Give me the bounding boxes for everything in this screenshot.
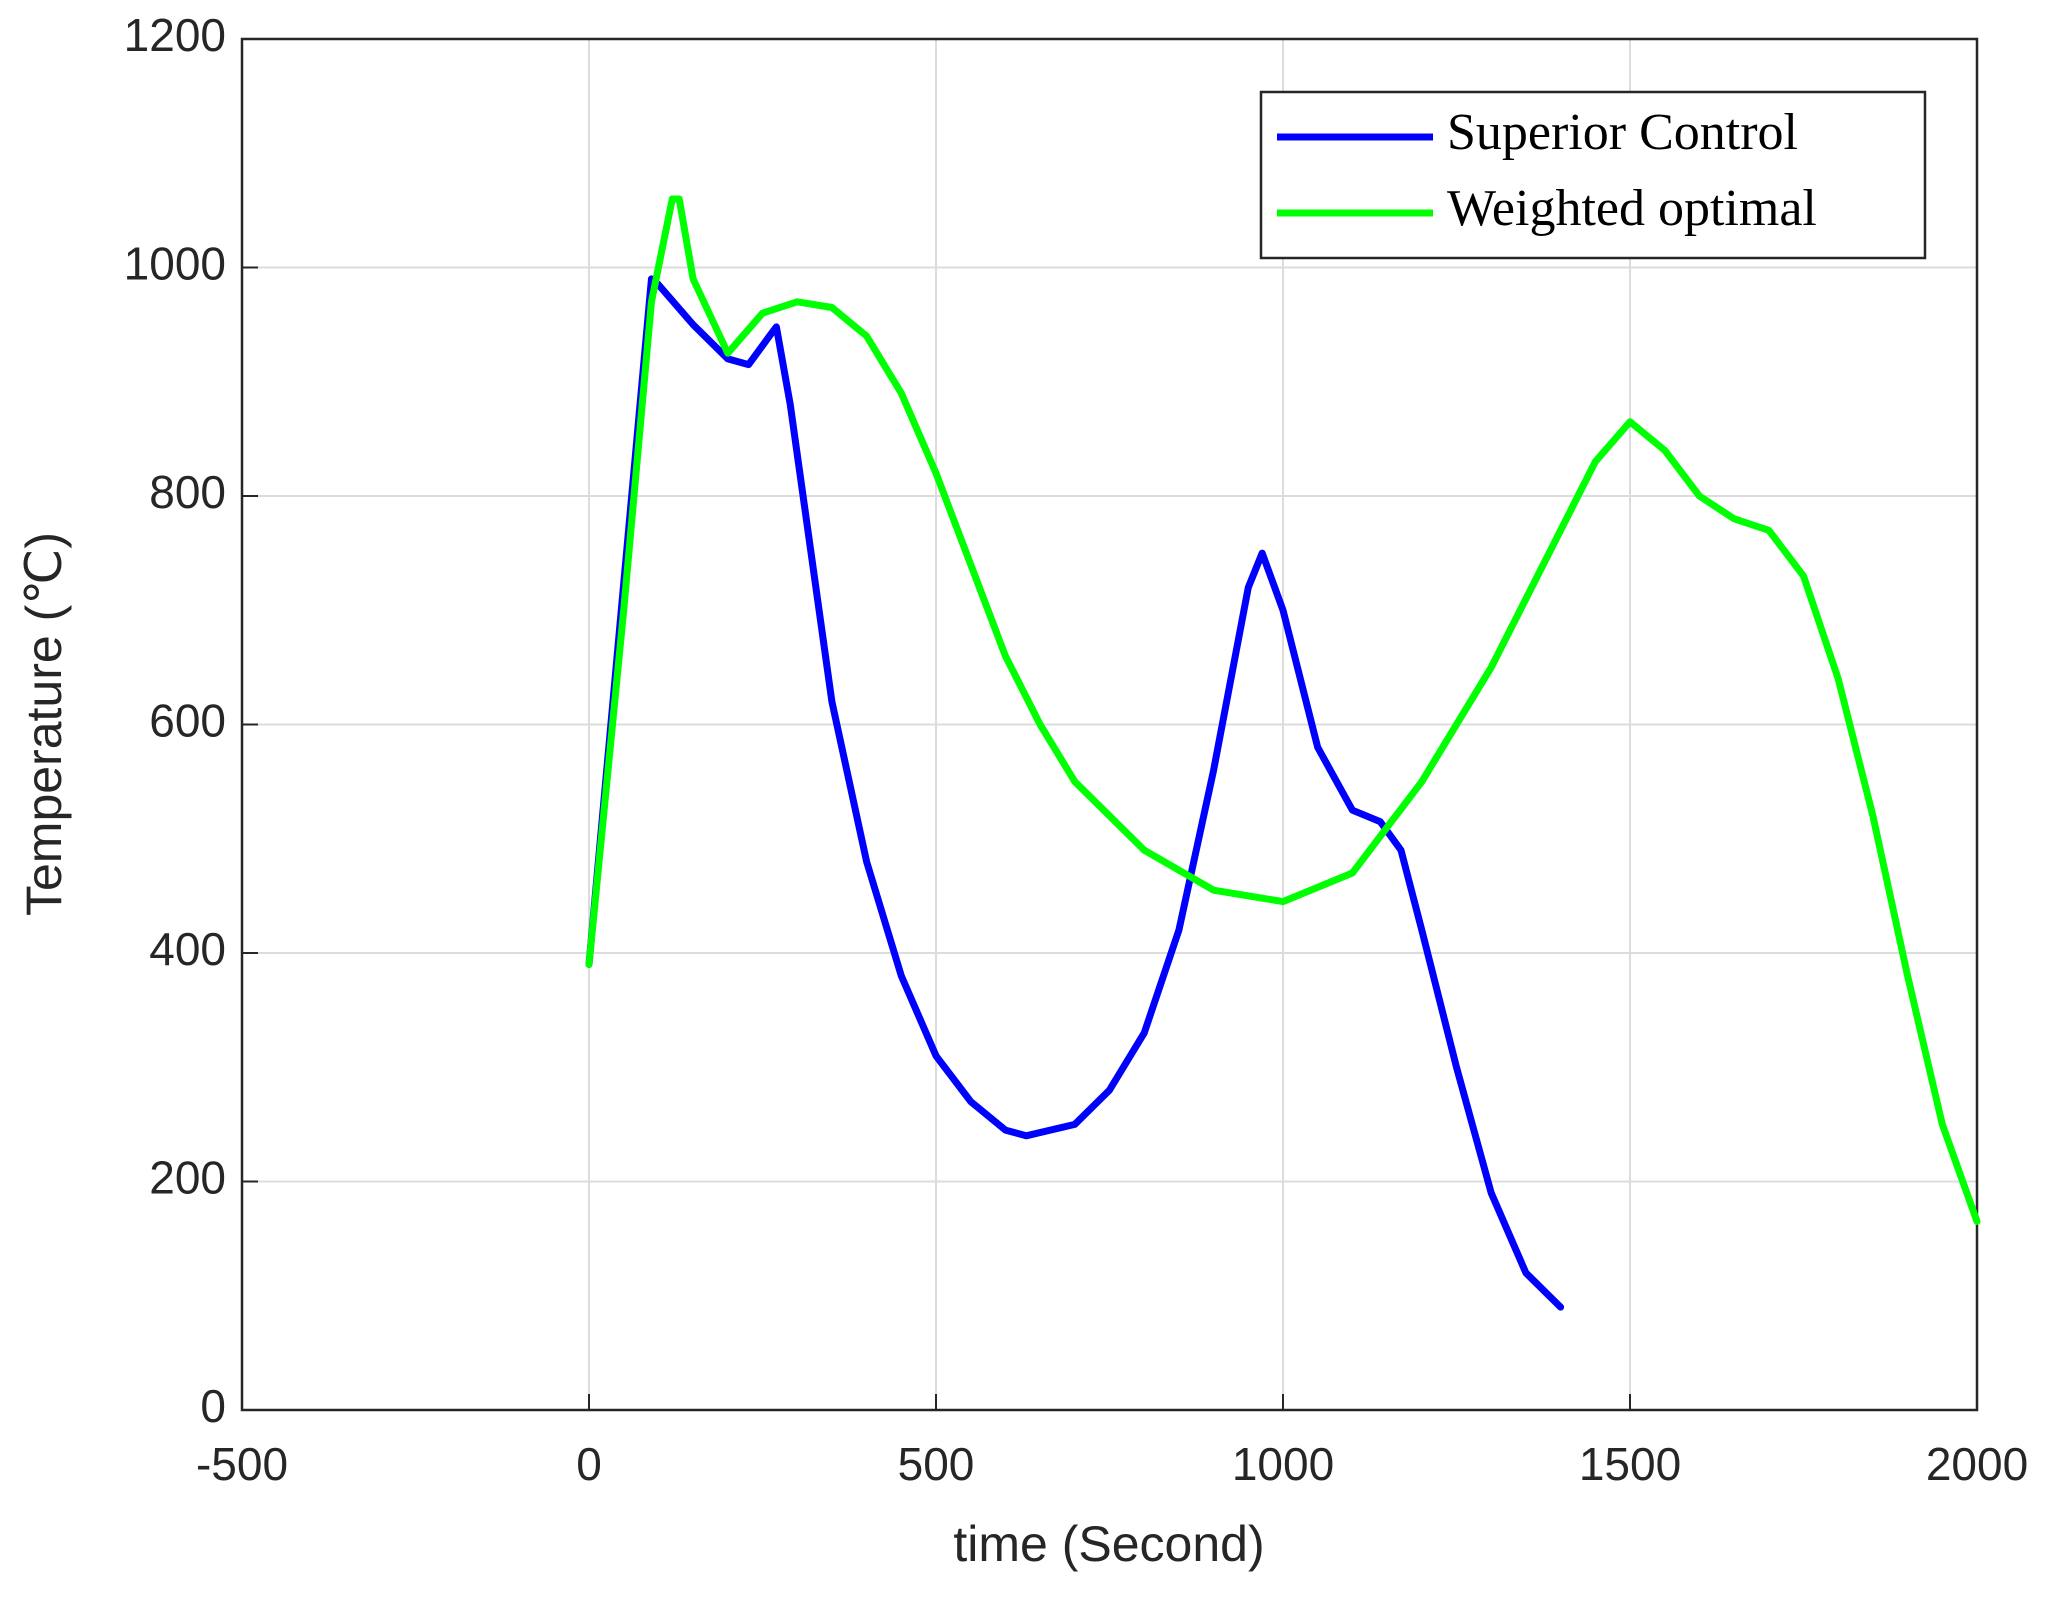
x-tick-label: -500 [196,1438,288,1490]
legend-label: Weighted optimal [1447,180,1817,237]
x-tick-label: 1500 [1579,1438,1681,1490]
y-tick-label: 600 [149,695,226,747]
y-tick-label: 200 [149,1152,226,1204]
y-tick-label: 1000 [124,238,226,290]
x-tick-label: 0 [576,1438,602,1490]
y-tick-label: 800 [149,466,226,518]
series-line [585,195,1981,1225]
legend-label: Superior Control [1447,104,1798,161]
y-tick-label: 1200 [124,9,226,61]
y-tick-label: 400 [149,923,226,975]
legend-box [1259,90,1927,260]
x-tick-label: 2000 [1926,1438,2028,1490]
y-axis-label: Temperature (℃) [16,532,72,916]
x-tick-label: 500 [898,1438,975,1490]
x-axis-label: time (Second) [953,1516,1264,1572]
plot-frame [240,37,1979,1412]
y-tick-label: 0 [200,1380,226,1432]
x-tick-label: 1000 [1232,1438,1334,1490]
series-line [585,275,1565,1311]
